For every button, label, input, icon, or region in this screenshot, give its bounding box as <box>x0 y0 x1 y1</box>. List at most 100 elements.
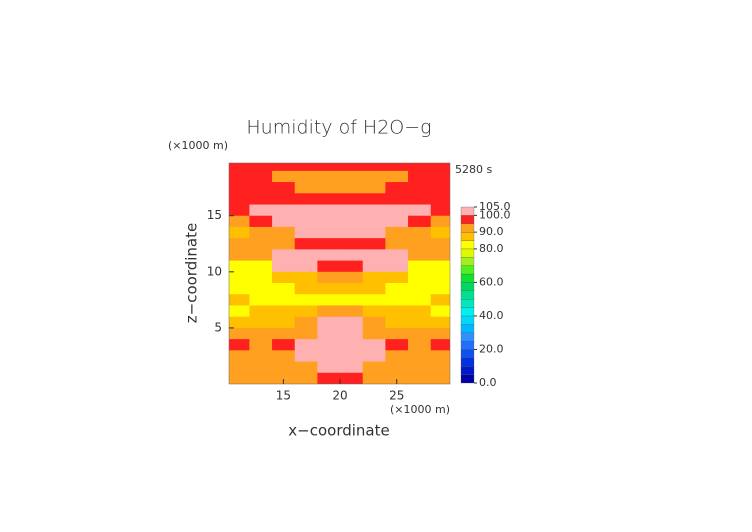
field-cell <box>430 193 450 206</box>
field-cell <box>272 271 296 284</box>
field-cell <box>229 327 250 340</box>
field-cell <box>340 204 364 217</box>
field-cell <box>294 163 318 172</box>
field-cell <box>229 204 250 217</box>
field-cell <box>317 350 341 363</box>
field-cell <box>272 350 296 363</box>
field-cell <box>249 193 273 206</box>
field-cell <box>385 283 409 295</box>
colorbar-band <box>460 307 475 317</box>
colorbar-band <box>460 315 475 325</box>
field-cell <box>385 238 409 250</box>
field-cell <box>317 327 341 340</box>
field-cell <box>249 305 273 318</box>
field-cell <box>229 305 250 318</box>
field-cell <box>272 283 296 295</box>
colorbar-band <box>460 332 475 342</box>
colorbar-band <box>460 223 475 233</box>
field <box>229 163 450 384</box>
field-cell <box>294 193 318 206</box>
field-cell <box>272 294 296 306</box>
field-cell <box>362 271 386 284</box>
field-cell <box>362 182 386 194</box>
field-cell <box>362 226 386 239</box>
field-cell <box>317 193 341 206</box>
field-cell <box>340 170 364 183</box>
field-cell <box>362 350 386 363</box>
field-cell <box>385 372 409 384</box>
field-cell <box>294 226 318 239</box>
field-cell <box>362 316 386 329</box>
field-cell <box>272 305 296 318</box>
plot-frame <box>228 162 451 385</box>
field-cell <box>362 372 386 384</box>
chart-title: Humidity of H2O−g <box>246 117 431 139</box>
field-cell <box>340 182 364 194</box>
colorbar-label: 105.0 <box>479 200 511 213</box>
colorbar-band <box>460 265 475 275</box>
field-cell <box>362 294 386 306</box>
field-cell <box>340 305 364 318</box>
x-tick-label: 15 <box>276 389 291 403</box>
colorbar-band <box>460 215 475 224</box>
field-cell <box>294 283 318 295</box>
field-cell <box>430 316 450 329</box>
field-cell <box>385 163 409 172</box>
colorbar-label: 20.0 <box>479 342 504 355</box>
field-cell <box>362 260 386 273</box>
field-cell <box>249 215 273 228</box>
field-cell <box>430 372 450 384</box>
field-cell <box>408 327 432 340</box>
field-cell <box>408 226 432 239</box>
field-cell <box>272 193 296 206</box>
field-cell <box>249 316 273 329</box>
field-cell <box>294 170 318 183</box>
field-cell <box>362 170 386 183</box>
field-cell <box>408 339 432 351</box>
x-tick-label: 20 <box>332 389 347 403</box>
field-cell <box>294 339 318 351</box>
field-cell <box>385 294 409 306</box>
field-cell <box>317 249 341 262</box>
colorbar-band <box>460 299 475 308</box>
colorbar-band <box>460 340 475 350</box>
colorbar-band <box>460 349 475 359</box>
colorbar-band <box>460 257 475 266</box>
field-cell <box>362 163 386 172</box>
field-cell <box>385 327 409 340</box>
field-cell <box>294 204 318 217</box>
field-cell <box>317 182 341 194</box>
field-cell <box>249 170 273 183</box>
field-cell <box>430 350 450 363</box>
x-tick-label: 25 <box>389 389 404 403</box>
field-cell <box>430 249 450 262</box>
field-cell <box>294 316 318 329</box>
field-cell <box>272 226 296 239</box>
field-cell <box>408 283 432 295</box>
field-cell <box>294 372 318 384</box>
field-cell <box>408 316 432 329</box>
field-cell <box>272 260 296 273</box>
field-cell <box>317 215 341 228</box>
colorbar-band <box>460 374 475 384</box>
field-cell <box>229 238 250 250</box>
y-tick-label: 10 <box>207 264 222 278</box>
field-cell <box>430 327 450 340</box>
field-cell <box>249 372 273 384</box>
field-cell <box>317 294 341 306</box>
field-cell <box>272 372 296 384</box>
field-cell <box>249 339 273 351</box>
field-cell <box>385 260 409 273</box>
field-cell <box>385 271 409 284</box>
field-cell <box>430 271 450 284</box>
colorbar-band <box>460 366 475 375</box>
field-cell <box>408 182 432 194</box>
field-cell <box>294 249 318 262</box>
field-cell <box>229 182 250 194</box>
colorbar-band <box>460 273 475 283</box>
colorbar-band <box>460 290 475 300</box>
field-cell <box>229 372 250 384</box>
field-cell <box>362 193 386 206</box>
field-cell <box>385 204 409 217</box>
